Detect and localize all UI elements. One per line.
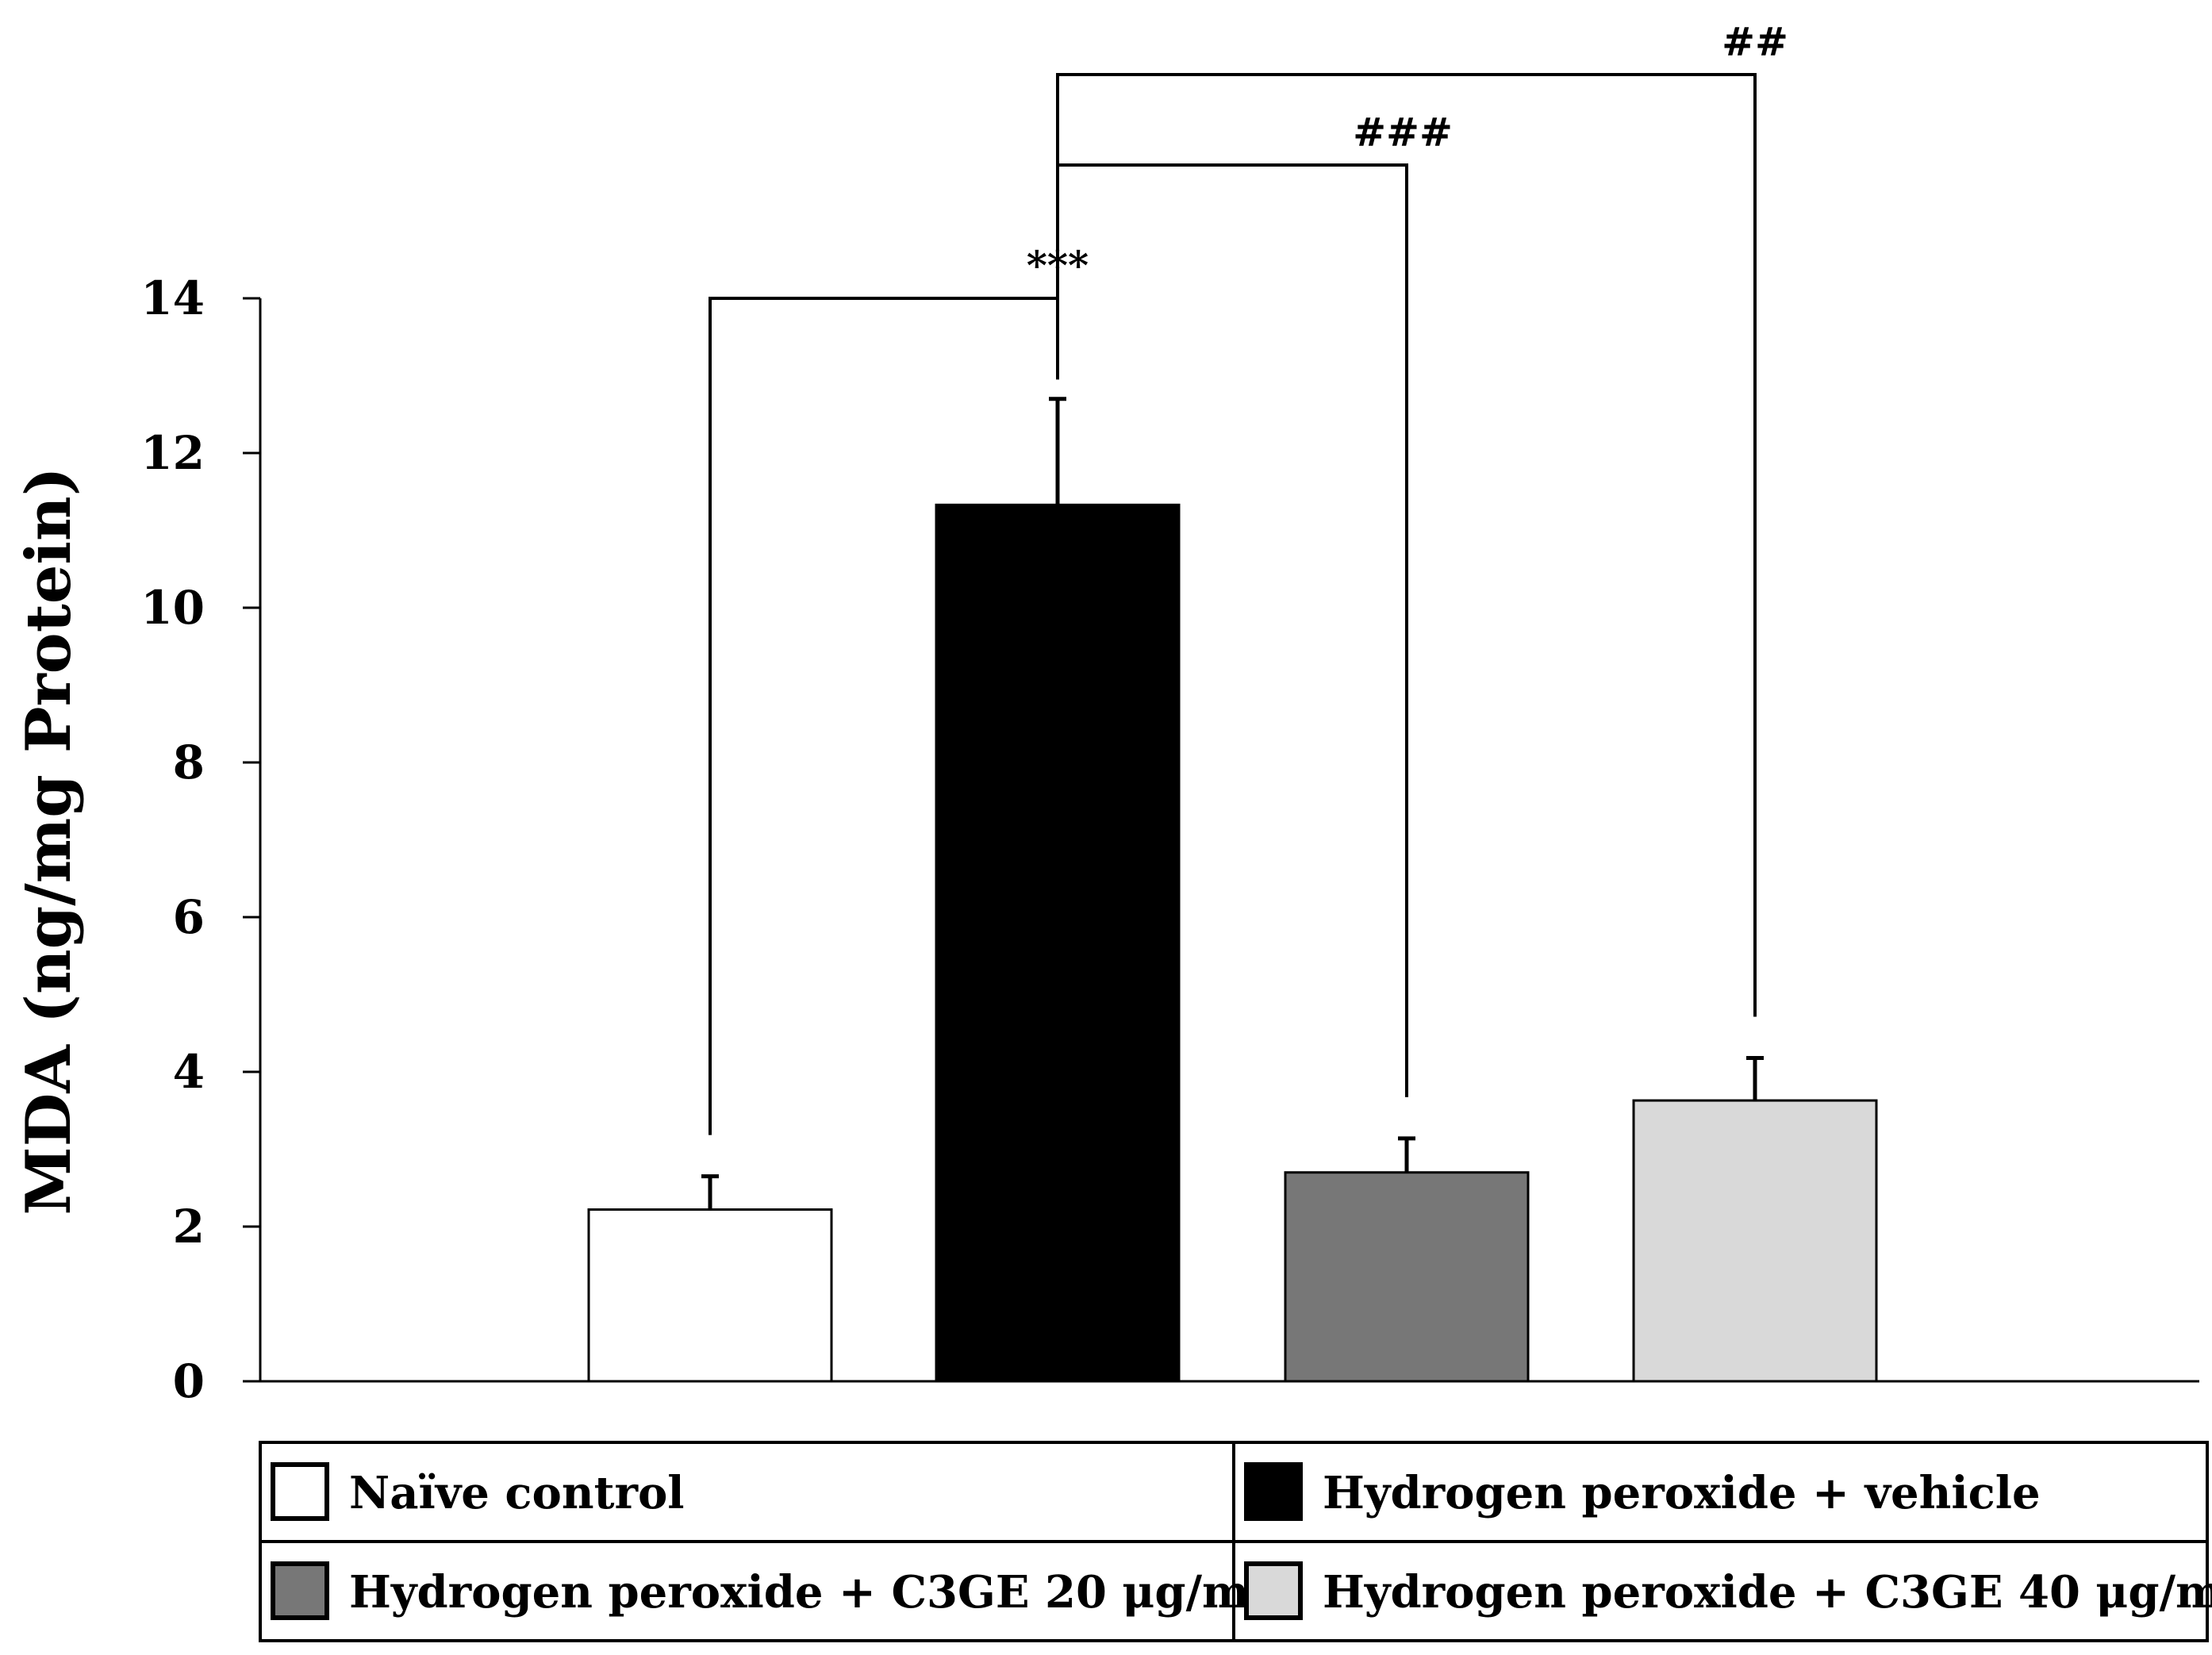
significance-label: ### <box>1353 109 1453 156</box>
bar <box>935 503 1181 1383</box>
y-tick-label: 4 <box>173 1045 205 1099</box>
legend-swatch <box>1244 1462 1303 1521</box>
significance-bracket <box>1056 163 1408 1097</box>
significance-annotations: ***##### <box>709 18 1788 1135</box>
y-tick-label: 6 <box>173 890 205 944</box>
bar <box>1284 1171 1530 1383</box>
legend-swatch <box>271 1561 329 1620</box>
significance-bracket <box>1056 73 1757 1017</box>
bar <box>1632 1099 1878 1383</box>
legend-label: Hydrogen peroxide + vehicle <box>1323 1467 2041 1519</box>
chart-axes: 0 2 4 6 8 10 12 14 <box>140 271 2199 1408</box>
legend-swatch <box>271 1462 329 1521</box>
chart-bars <box>587 397 1878 1383</box>
significance-label: ## <box>1722 18 1788 65</box>
legend-label: Hydrogen peroxide + C3GE 40 μg/mL <box>1323 1566 2212 1619</box>
legend-label: Naïve control <box>349 1467 685 1519</box>
significance-bracket <box>709 297 1059 1135</box>
y-tick-label: 0 <box>173 1354 205 1408</box>
y-axis-label: MDA (ng/mg Protein) <box>13 467 85 1215</box>
y-tick-label: 8 <box>173 735 205 789</box>
legend-swatch <box>1244 1561 1303 1620</box>
y-tick-label: 12 <box>140 426 205 480</box>
y-tick-label: 10 <box>140 581 205 635</box>
y-tick-label: 2 <box>173 1200 205 1254</box>
y-tick-label: 14 <box>140 271 205 325</box>
legend-label: Hydrogen peroxide + C3GE 20 μg/mL <box>349 1566 1281 1619</box>
chart-legend: Naïve control Hydrogen peroxide + vehicle… <box>259 1441 2212 1642</box>
bar <box>587 1208 833 1383</box>
